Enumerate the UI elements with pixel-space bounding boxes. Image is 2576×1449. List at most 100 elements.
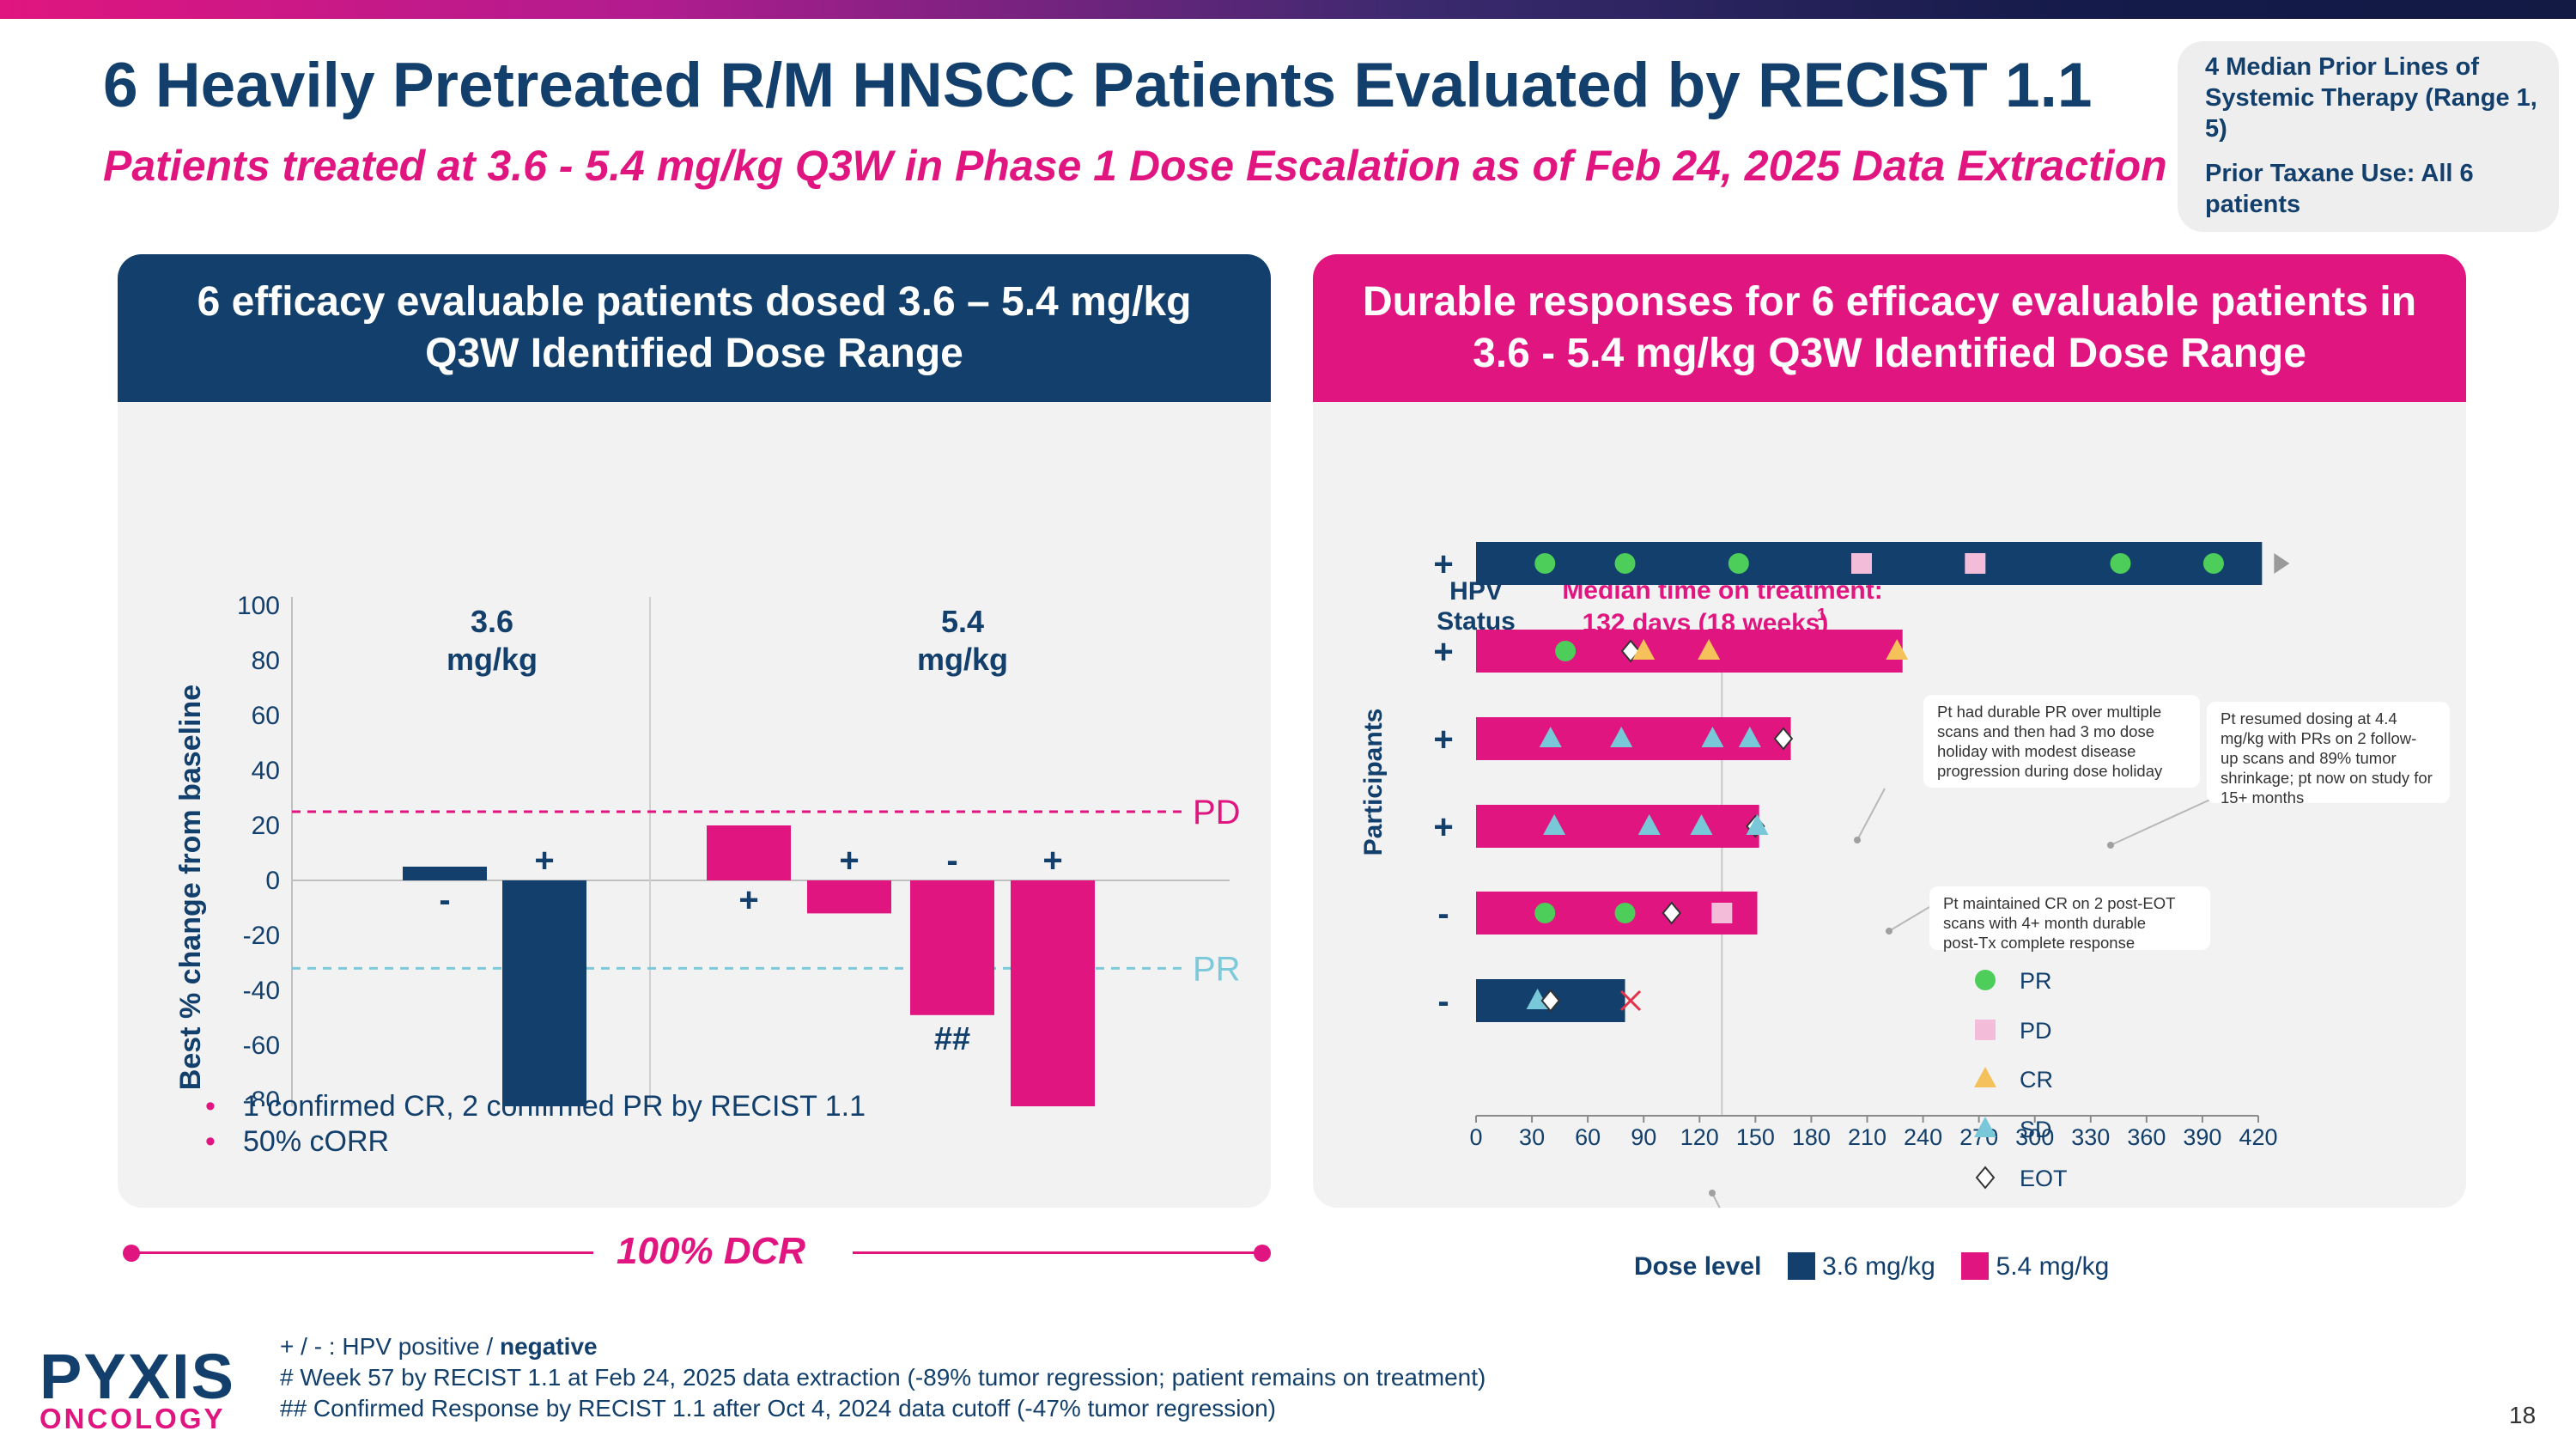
cr-marker [1632, 639, 1656, 660]
swimmer-panel-header: Durable responses for 6 efficacy evaluab… [1313, 254, 2466, 402]
legend-label: PD [2020, 1018, 2052, 1044]
legend-label: CR [2020, 1067, 2053, 1093]
pr-marker [2110, 553, 2131, 574]
hpv-sign: + [839, 842, 859, 880]
pr-marker [1614, 553, 1636, 574]
callout-maintained-cr-text: post-Tx complete response [1943, 934, 2135, 952]
dcr-left-line [131, 1251, 593, 1254]
y-tick-label: 0 [265, 867, 280, 895]
y-tick-label: 40 [252, 757, 280, 785]
x-tick-label: 60 [1575, 1124, 1601, 1150]
waterfall-bar [1011, 880, 1095, 1106]
sd-marker [1539, 727, 1562, 747]
callout-maintained-cr-text: scans with 4+ month durable [1943, 914, 2146, 932]
footnote-hash: # Week 57 by RECIST 1.1 at Feb 24, 2025 … [280, 1364, 1486, 1391]
lane-hpv-sign: + [1433, 808, 1453, 846]
sd-marker [1526, 989, 1549, 1009]
pd-marker [1711, 903, 1733, 923]
swimmer-header-line1: Durable responses for 6 efficacy evaluab… [1362, 279, 2417, 325]
x-tick-label: 30 [1519, 1124, 1545, 1150]
y-tick-label: -20 [243, 922, 280, 950]
y-tick-label: -80 [243, 1087, 280, 1106]
x-tick-label: 120 [1680, 1124, 1719, 1150]
callout-prior-lines-leader-dot [1709, 1190, 1716, 1196]
sd-marker [1738, 727, 1761, 747]
dose-legend-title: Dose level [1634, 1252, 1762, 1281]
callout-prior-lines-leader [1711, 1192, 1721, 1208]
cr-marker [1886, 639, 1909, 660]
footnote-double-hash: ## Confirmed Response by RECIST 1.1 afte… [280, 1395, 1276, 1422]
callout-durable-pr-leader-dot [1854, 837, 1861, 843]
footnote-hpv-prefix: + / - : HPV positive / [280, 1333, 500, 1360]
dcr-right-line [853, 1251, 1261, 1254]
sd-marker [1637, 814, 1661, 835]
callout-durable-pr-text: Pt had durable PR over multiple [1937, 703, 2161, 721]
y-tick-label: 60 [252, 702, 280, 730]
logo-pyxis: PYXIS [39, 1341, 235, 1412]
waterfall-header-line2: Q3W Identified Dose Range [425, 331, 963, 376]
sd-marker [1701, 727, 1724, 747]
sd-marker [1610, 727, 1633, 747]
eot-marker [1540, 989, 1561, 1013]
swimmer-bar [1476, 805, 1759, 848]
x-tick-label: 240 [1904, 1124, 1942, 1150]
bullet-item: • 50% cORR [205, 1125, 390, 1158]
x-tick-label: 0 [1469, 1124, 1482, 1150]
dose-swatch-36 [1787, 1252, 1815, 1280]
bar-note: ## [934, 1021, 970, 1057]
swimmer-bar [1476, 717, 1791, 760]
dcr-right-dot [1254, 1245, 1271, 1262]
pd-marker [1850, 553, 1872, 574]
pr-marker [1555, 641, 1577, 661]
legend-label: PR [2020, 968, 2052, 994]
page-title: 6 Heavily Pretreated R/M HNSCC Patients … [103, 51, 2093, 120]
page-subtitle: Patients treated at 3.6 - 5.4 mg/kg Q3W … [103, 142, 2167, 190]
callout-resumed-dosing-leader-dot [2107, 842, 2114, 849]
pr-marker [1975, 970, 1996, 990]
sd-marker [1690, 814, 1713, 835]
bullet-corr: 50% cORR [243, 1125, 390, 1158]
lane-hpv-sign: + [1433, 545, 1453, 583]
pr-marker [1534, 903, 1556, 923]
pd-marker [1965, 553, 1986, 574]
waterfall-bar [910, 880, 994, 1015]
x-tick-label: 300 [2015, 1124, 2054, 1150]
callout-resumed-dosing-text: 15+ months [2221, 788, 2304, 807]
cr-marker [1698, 639, 1721, 660]
logo-oncology: ONCOLOGY [39, 1403, 226, 1434]
eot-marker [1662, 901, 1682, 925]
waterfall-panel-header: 6 efficacy evaluable patients dosed 3.6 … [118, 254, 1271, 402]
callout-durable-pr-box [1923, 695, 2200, 788]
waterfall-bar [403, 867, 487, 880]
dose-swatch-54 [1961, 1252, 1990, 1280]
callout-maintained-cr-leader [1888, 906, 1930, 932]
cr-marker [1974, 1067, 1996, 1087]
y-tick-label: 80 [252, 647, 280, 675]
lane-hpv-sign: - [1437, 983, 1449, 1020]
hpv-sign: + [1042, 842, 1062, 880]
hpv-sign: - [946, 842, 957, 880]
top-gradient-bar [0, 0, 2576, 19]
x-tick-label: 180 [1792, 1124, 1831, 1150]
median-label-sup: 1 [1817, 606, 1826, 624]
group-label-line2: mg/kg [917, 642, 1008, 677]
y-tick-label: 100 [237, 592, 280, 620]
waterfall-bar [502, 880, 586, 1106]
x-tick-label: 90 [1631, 1124, 1656, 1150]
dose-label-54: 5.4 mg/kg [1996, 1252, 2110, 1281]
sd-marker [1543, 814, 1566, 835]
ongoing-arrow-marker [2274, 553, 2290, 574]
lane-hpv-sign: + [1433, 633, 1453, 671]
lane-hpv-sign: + [1433, 721, 1453, 758]
callout-durable-pr-text: holiday with modest disease [1937, 742, 2136, 760]
x-tick-label: 330 [2071, 1124, 2110, 1150]
footnote-hpv-bold: negative [499, 1333, 598, 1360]
waterfall-bar [707, 825, 791, 880]
eot-marker [1975, 1166, 1996, 1190]
lane-hpv-sign: - [1437, 895, 1449, 933]
pr-marker [1614, 903, 1636, 923]
footnote-hpv: + / - : HPV positive / negative [280, 1331, 1485, 1362]
group-label-line1: 3.6 [471, 604, 513, 639]
callout-resumed-dosing-leader [2110, 798, 2213, 846]
